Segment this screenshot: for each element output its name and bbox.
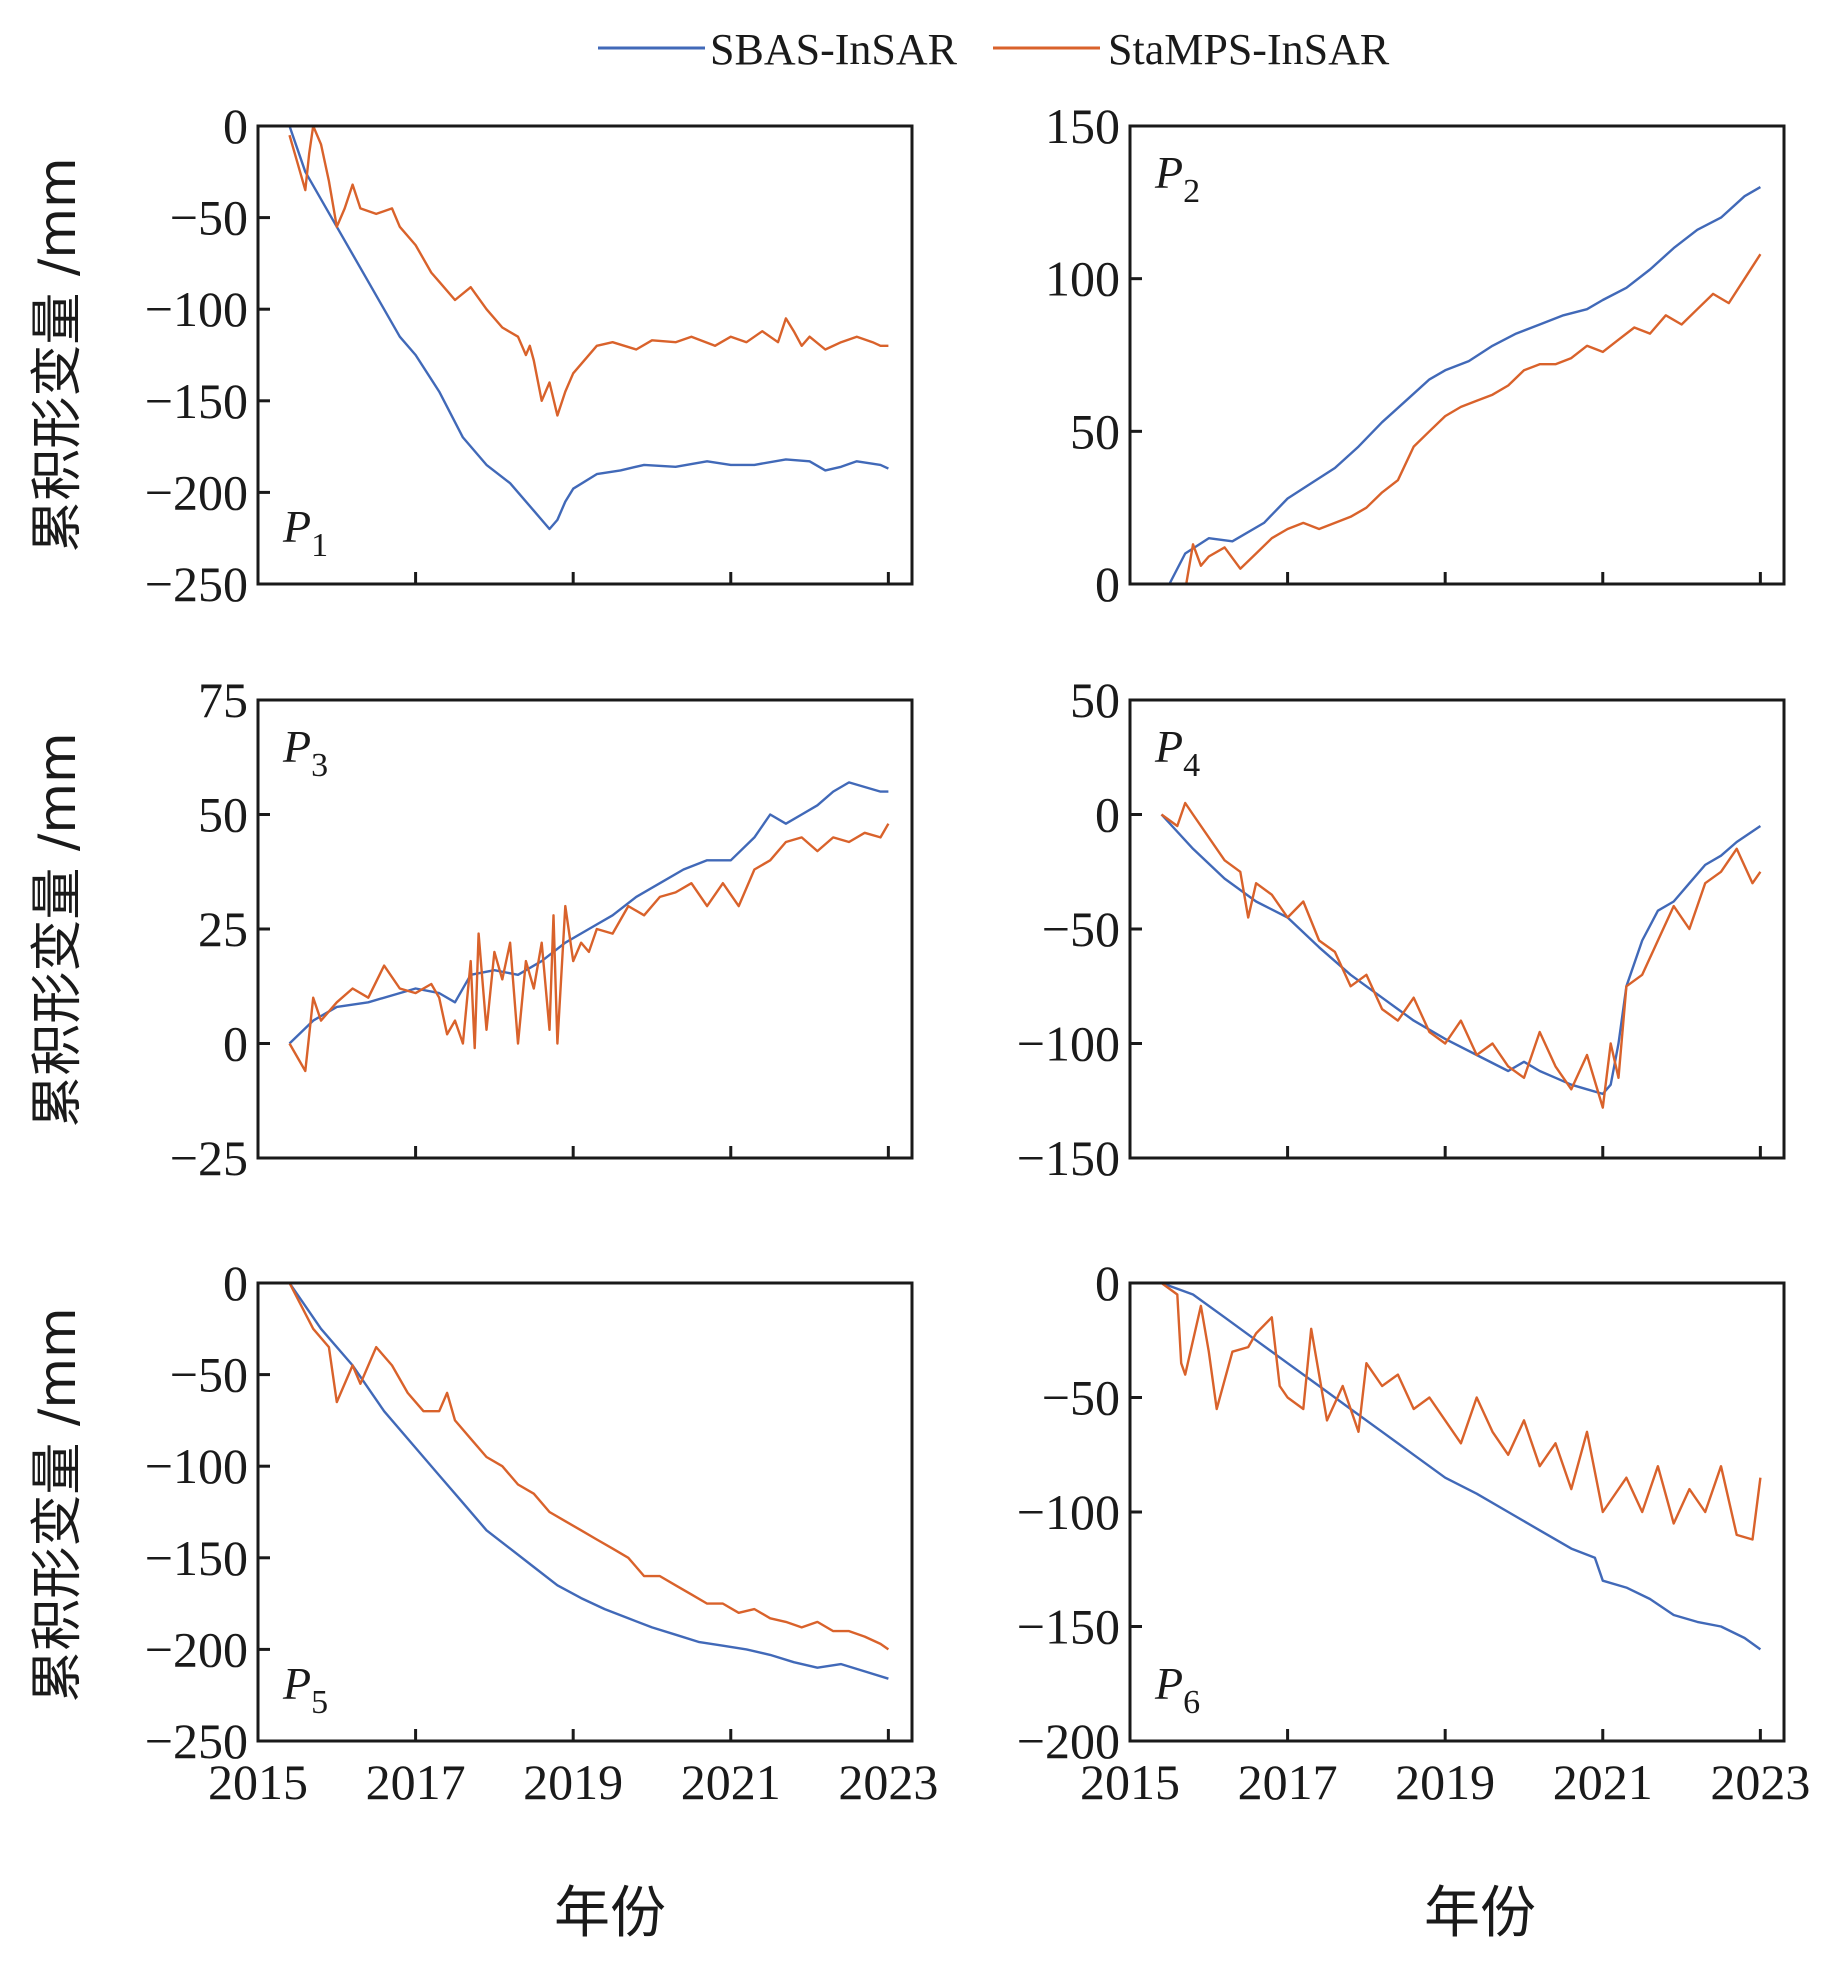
panel-label: P5 bbox=[282, 1658, 328, 1721]
panel-label-sub: 5 bbox=[311, 1684, 328, 1721]
panel-label-main: P bbox=[282, 1658, 311, 1709]
plot-frame bbox=[256, 124, 914, 586]
panel-label: P6 bbox=[1154, 1658, 1200, 1721]
plot-frame bbox=[1128, 124, 1786, 586]
series-line-stamps bbox=[1160, 1283, 1762, 1541]
x-axis-label-left: 年份 bbox=[554, 1881, 666, 1946]
panel-label-main: P bbox=[1154, 1658, 1183, 1709]
y-tick-label: −250 bbox=[145, 556, 248, 612]
y-tick-label: −100 bbox=[1017, 1016, 1120, 1072]
series-line-stamps bbox=[288, 126, 889, 417]
series-line-sbas bbox=[1160, 813, 1762, 1096]
panel-label-main: P bbox=[1154, 147, 1183, 198]
y-tick-label: −50 bbox=[170, 1347, 248, 1403]
y-tick-label: −200 bbox=[145, 464, 248, 520]
x-tick-label: 2015 bbox=[208, 1754, 308, 1810]
y-tick-label: 0 bbox=[223, 1255, 248, 1311]
y-tick-label: 75 bbox=[198, 672, 248, 728]
chart-panel-2: 0 50 100 150 P2 bbox=[1045, 98, 1786, 612]
series-line-stamps bbox=[288, 1283, 890, 1651]
y-tick-label: 25 bbox=[198, 901, 248, 957]
y-tick-label: 0 bbox=[1095, 787, 1120, 843]
x-axis-label-right: 年份 bbox=[1424, 1881, 1536, 1946]
panel-label: P4 bbox=[1154, 721, 1200, 784]
y-tick-label: −25 bbox=[170, 1130, 248, 1186]
series-line-sbas bbox=[288, 1283, 889, 1680]
y-tick-label: 0 bbox=[1095, 556, 1120, 612]
x-tick-label: 2019 bbox=[1395, 1754, 1495, 1810]
series-line-stamps bbox=[1169, 253, 1762, 584]
y-tick-label: −250 bbox=[145, 1713, 248, 1769]
series-line-sbas bbox=[1168, 186, 1761, 584]
chart-panel-1: 0 −50 −100 −150 −200 −250 P1 bbox=[145, 98, 914, 612]
y-tick-label: −200 bbox=[145, 1621, 248, 1677]
y-axis-label-row2: 累积形变量 /mm bbox=[28, 732, 88, 1127]
series-line-sbas bbox=[288, 781, 889, 1045]
panel-label: P3 bbox=[282, 721, 328, 784]
x-tick-label: 2023 bbox=[1710, 1754, 1810, 1810]
panel-label-sub: 4 bbox=[1183, 747, 1200, 784]
y-tick-label: −150 bbox=[145, 1530, 248, 1586]
chart-panel-4: 50 0 −50 −100 −150 P4 bbox=[1017, 672, 1786, 1186]
series-line-stamps bbox=[1160, 801, 1762, 1109]
x-tick-label: 2015 bbox=[1080, 1754, 1180, 1810]
y-tick-label: −150 bbox=[1017, 1599, 1120, 1655]
panel-label-sub: 2 bbox=[1183, 173, 1200, 210]
panel-label-main: P bbox=[282, 501, 311, 552]
legend-label-sbas: SBAS-InSAR bbox=[710, 25, 958, 74]
panel-label-main: P bbox=[1154, 721, 1183, 772]
chart-panel-5: 2015 2017 2019 2021 2023 0 −50 −100 −150 −200 −250… bbox=[145, 1255, 939, 1810]
y-tick-label: 0 bbox=[223, 1016, 248, 1072]
panel-label-main: P bbox=[282, 721, 311, 772]
legend: SBAS-InSAR StaMPS-InSAR bbox=[598, 25, 1390, 74]
legend-label-stamps: StaMPS-InSAR bbox=[1108, 25, 1390, 74]
y-axis-label-row3: 累积形变量 /mm bbox=[28, 1307, 88, 1702]
panel-label-sub: 3 bbox=[311, 747, 328, 784]
x-tick-label: 2023 bbox=[838, 1754, 938, 1810]
y-tick-label: −50 bbox=[1042, 1370, 1120, 1426]
y-tick-label: −150 bbox=[1017, 1130, 1120, 1186]
panel-label-sub: 1 bbox=[311, 527, 328, 564]
y-tick-label: 50 bbox=[198, 787, 248, 843]
series-line-stamps bbox=[288, 823, 890, 1073]
chart-panel-3: 75 50 25 0 −25 P3 bbox=[170, 672, 914, 1186]
y-tick-label: 150 bbox=[1045, 98, 1120, 154]
panel-label: P1 bbox=[282, 501, 328, 564]
x-tick-label: 2021 bbox=[681, 1754, 781, 1810]
y-axis-label-row1: 累积形变量 /mm bbox=[28, 157, 88, 552]
y-tick-label: −100 bbox=[145, 1438, 248, 1494]
y-tick-label: 100 bbox=[1045, 251, 1120, 307]
series-line-sbas bbox=[288, 126, 889, 531]
y-tick-label: 0 bbox=[1095, 1255, 1120, 1311]
panel-label-sub: 6 bbox=[1183, 1684, 1200, 1721]
y-tick-label: 50 bbox=[1070, 403, 1120, 459]
y-tick-label: −100 bbox=[145, 281, 248, 337]
y-tick-label: −200 bbox=[1017, 1713, 1120, 1769]
y-tick-label: 0 bbox=[223, 98, 248, 154]
y-tick-label: 50 bbox=[1070, 672, 1120, 728]
y-tick-label: −50 bbox=[1042, 901, 1120, 957]
chart-panel-6: 2015 2017 2019 2021 2023 0 −50 −100 −150 −200 P6 bbox=[1017, 1255, 1811, 1810]
panel-label: P2 bbox=[1154, 147, 1200, 210]
x-tick-label: 2021 bbox=[1553, 1754, 1653, 1810]
plot-frame bbox=[256, 1281, 914, 1743]
x-tick-label: 2017 bbox=[1238, 1754, 1338, 1810]
y-tick-label: −150 bbox=[145, 373, 248, 429]
y-tick-label: −50 bbox=[170, 190, 248, 246]
y-tick-label: −100 bbox=[1017, 1484, 1120, 1540]
x-tick-label: 2019 bbox=[523, 1754, 623, 1810]
x-tick-label: 2017 bbox=[366, 1754, 466, 1810]
